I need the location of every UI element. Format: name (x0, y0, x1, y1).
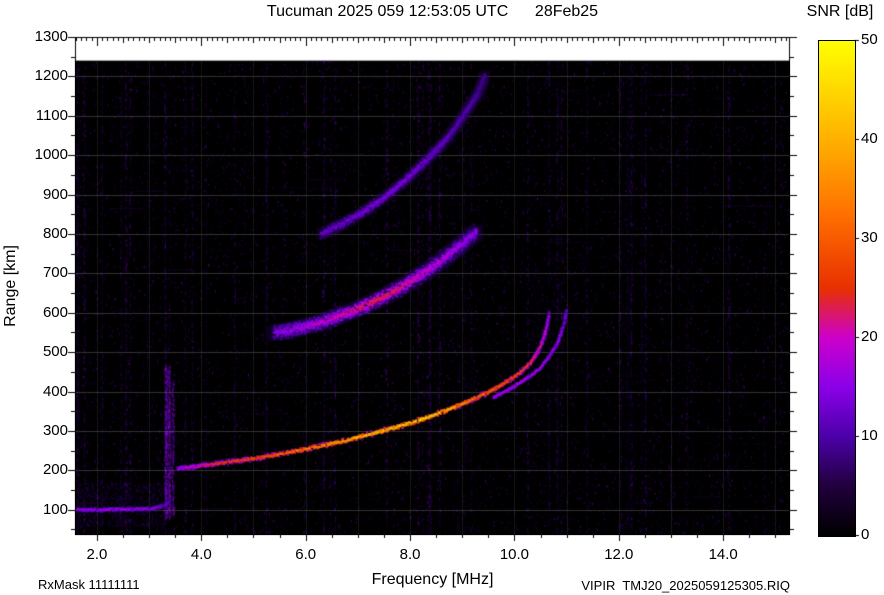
x-tick-label: 4.0 (190, 546, 212, 563)
colorbar-tick-label: 30 (861, 229, 878, 246)
y-tick-label: 1000 (34, 146, 68, 164)
x-tick-label: 12.0 (604, 546, 634, 563)
y-tick-label: 100 (42, 500, 68, 518)
y-tick-label: 600 (42, 303, 68, 321)
y-tick-label: 1300 (34, 28, 68, 45)
x-tick-label: 8.0 (399, 546, 421, 563)
colorbar-gradient (818, 40, 856, 537)
y-tick-label: 200 (42, 461, 68, 479)
filename-label: VIPIR TMJ20_2025059125305.RIQ (581, 578, 790, 593)
rxmask-label: RxMask 11111111 (38, 577, 140, 592)
x-tick-label: 2.0 (86, 546, 108, 563)
y-tick-label: 900 (42, 185, 68, 203)
y-tick-label: 1200 (34, 67, 68, 85)
y-tick-label: 1100 (35, 106, 68, 124)
colorbar-title: SNR [dB] (806, 3, 874, 20)
colorbar-tick-label: 50 (861, 31, 878, 48)
colorbar-tick-label: 10 (861, 427, 878, 444)
colorbar-tick-label: 0 (861, 526, 870, 543)
y-tick-label: 700 (42, 264, 68, 282)
colorbar-tick-label: 40 (861, 130, 878, 147)
y-axis-label: Range [km] (2, 245, 19, 327)
ionogram-canvas (75, 37, 790, 535)
colorbar-tick-label: 20 (861, 328, 878, 345)
y-tick-label: 300 (42, 421, 68, 439)
x-axis-label: Frequency [MHz] (371, 571, 494, 588)
chart-title: Tucuman 2025 059 12:53:05 UTC 28Feb25 (266, 3, 599, 20)
x-tick-label: 6.0 (295, 546, 317, 563)
x-tick-label: 10.0 (499, 546, 530, 563)
y-tick-label: 400 (42, 382, 68, 400)
x-tick-label: 14.0 (708, 546, 738, 563)
y-tick-label: 800 (42, 224, 68, 242)
y-tick-label: 500 (42, 343, 68, 361)
